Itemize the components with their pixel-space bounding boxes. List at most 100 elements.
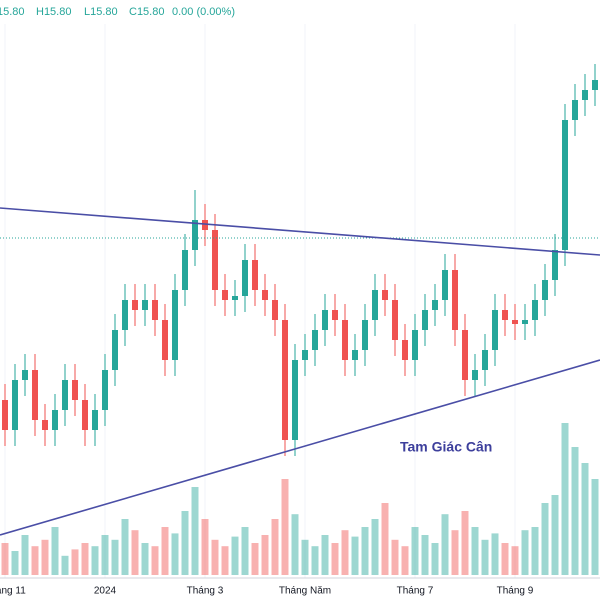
volume-bar — [131, 530, 139, 575]
volume-bar — [141, 543, 149, 575]
candle-body — [162, 320, 168, 360]
candle-body — [142, 300, 148, 310]
volume-bar — [281, 479, 289, 575]
volume-bar — [161, 527, 169, 575]
x-tick-label: 2024 — [94, 586, 117, 597]
candle-body — [12, 380, 18, 430]
candle-body — [412, 330, 418, 360]
candle-body — [182, 250, 188, 290]
volume-bar — [521, 530, 529, 575]
close-value: C15.80 — [129, 6, 164, 18]
candle-body — [202, 220, 208, 230]
volume-bar — [531, 527, 539, 575]
volume-bar — [231, 536, 239, 575]
volume-bar — [451, 530, 459, 575]
volume-bar — [411, 527, 419, 575]
volume-bar — [31, 546, 39, 575]
volume-bar — [191, 487, 199, 575]
candle-body — [312, 330, 318, 350]
candle-body — [192, 220, 198, 250]
volume-bar — [341, 530, 349, 575]
candle-body — [562, 120, 568, 250]
volume-bar — [261, 535, 269, 575]
volume-bar — [211, 539, 219, 575]
candle-body — [242, 260, 248, 296]
candle-body — [482, 350, 488, 370]
volume-bar — [91, 546, 99, 575]
volume-bar — [61, 555, 69, 575]
candle-body — [302, 350, 308, 360]
volume-bar — [271, 519, 279, 575]
trend-line — [0, 359, 600, 536]
candle-body — [592, 80, 598, 90]
open-value: 15.80 — [0, 6, 25, 18]
candle-body — [262, 290, 268, 300]
volume-bar — [381, 503, 389, 575]
volume-bar — [201, 519, 209, 575]
candle-body — [2, 400, 8, 430]
volume-bar — [171, 533, 179, 575]
grid — [4, 24, 516, 578]
candle-body — [292, 360, 298, 440]
volume-bar — [491, 533, 499, 575]
trend-line — [0, 207, 600, 256]
low-value: L15.80 — [84, 6, 118, 18]
candle-body — [532, 300, 538, 320]
volume-bar — [351, 536, 359, 575]
candle-body — [272, 300, 278, 320]
volume-bar — [471, 527, 479, 575]
candle-body — [112, 330, 118, 370]
price-pane — [0, 64, 600, 536]
candle-body — [42, 420, 48, 430]
volume-bar — [41, 539, 49, 575]
candle-body — [582, 90, 588, 100]
volume-bar — [421, 535, 429, 575]
candle-body — [322, 310, 328, 330]
candle-body — [212, 230, 218, 290]
candle-body — [432, 300, 438, 310]
volume-bar — [51, 527, 59, 575]
candle-body — [512, 320, 518, 324]
volume-bar — [1, 543, 9, 575]
volume-pane — [1, 423, 599, 575]
volume-bar — [111, 539, 119, 575]
candle-body — [522, 320, 528, 324]
annotation: Tam Giác Cân — [400, 439, 492, 455]
volume-bar — [21, 535, 29, 575]
candle-body — [172, 290, 178, 360]
candle-body — [422, 310, 428, 330]
candle-body — [492, 310, 498, 350]
volume-bar — [551, 495, 559, 575]
candle-body — [122, 300, 128, 330]
candle-body — [402, 340, 408, 360]
x-tick-label: Tháng 7 — [397, 586, 434, 597]
volume-bar — [441, 514, 449, 575]
candle-body — [372, 290, 378, 320]
volume-bar — [151, 546, 159, 575]
volume-bar — [581, 463, 589, 575]
x-tick-label: Tháng 3 — [187, 586, 224, 597]
volume-bar — [291, 514, 299, 575]
volume-bar — [251, 543, 259, 575]
candle-body — [132, 300, 138, 310]
x-tick-label: Tháng Năm — [279, 586, 331, 597]
candle-body — [382, 290, 388, 300]
candle-body — [352, 350, 358, 360]
candle-body — [72, 380, 78, 400]
x-tick-label: Tháng 9 — [497, 586, 534, 597]
candle-body — [102, 370, 108, 410]
volume-bar — [461, 511, 469, 575]
candle-body — [282, 320, 288, 440]
candle-body — [62, 380, 68, 410]
volume-bar — [511, 546, 519, 575]
candle-body — [502, 310, 508, 320]
volume-bar — [241, 527, 249, 575]
volume-bar — [561, 423, 569, 575]
change-value: 0.00 (0.00%) — [172, 6, 235, 18]
candle-body — [22, 370, 28, 380]
volume-bar — [431, 543, 439, 575]
volume-bar — [101, 535, 109, 575]
volume-bar — [311, 546, 319, 575]
